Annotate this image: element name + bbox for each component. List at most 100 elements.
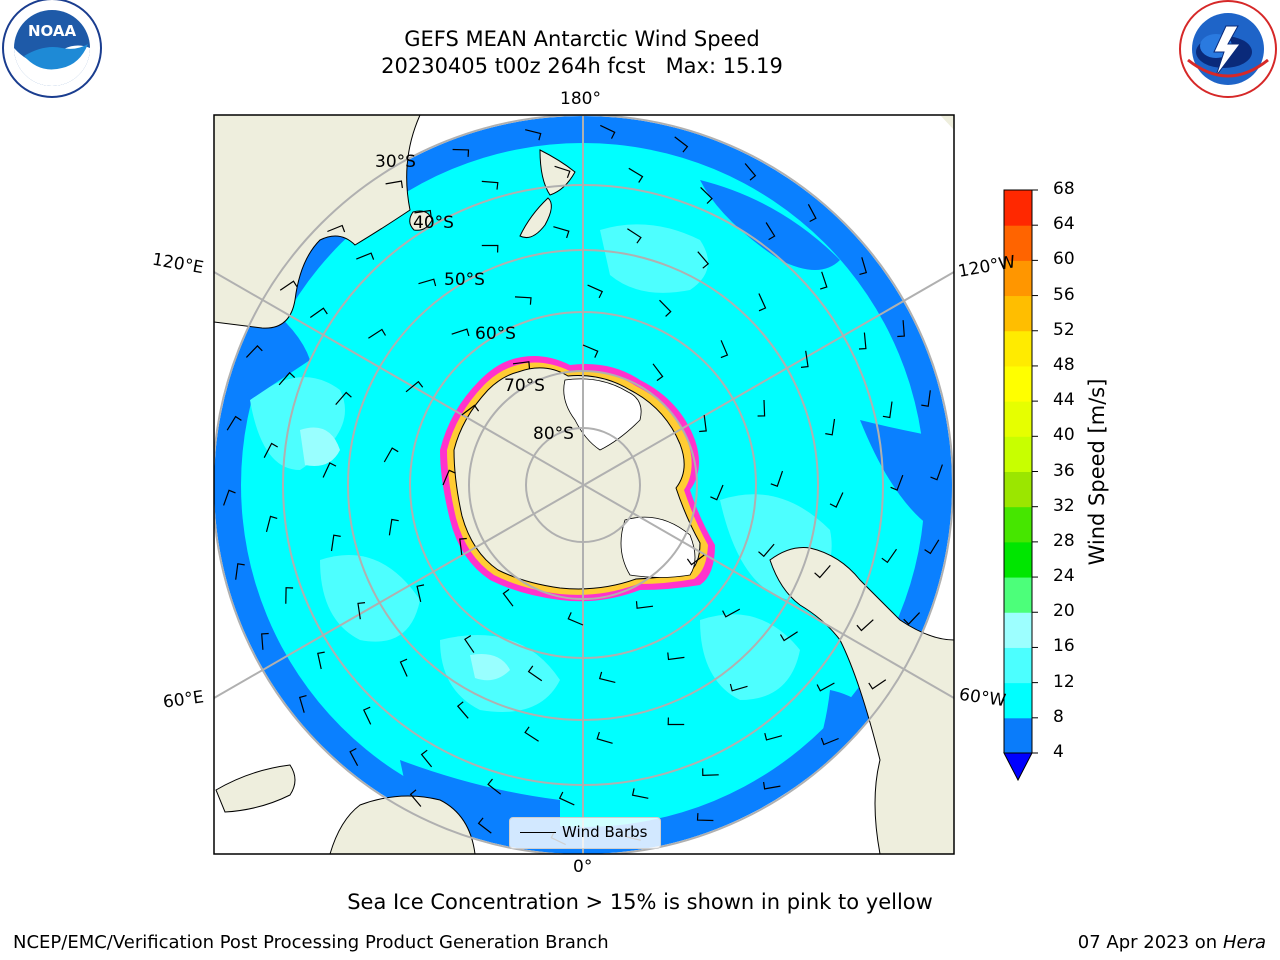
wind-barb <box>859 257 868 275</box>
wind-barb <box>459 537 467 556</box>
wind-barb <box>567 612 584 626</box>
wind-barb <box>461 404 480 416</box>
wind-barb <box>399 658 408 677</box>
wind-barb <box>383 447 399 463</box>
wind-barb <box>388 518 399 536</box>
wind-barb <box>807 204 817 223</box>
lon-label-180: 180° <box>560 89 601 109</box>
wind-barb <box>674 136 689 153</box>
wind-class-16-20 <box>470 654 510 681</box>
wind-barb <box>414 209 432 218</box>
wind-class-12-16 <box>600 224 708 293</box>
wind-barb <box>652 363 664 382</box>
wind-barb <box>882 401 893 419</box>
colorbar-segment <box>1004 365 1032 402</box>
colorbar <box>1003 189 1038 782</box>
wind-barb <box>553 226 570 239</box>
colorbar-tick-label: 60 <box>1053 249 1075 270</box>
wind-barb <box>525 129 542 141</box>
map-frame <box>213 114 955 855</box>
nws-logo <box>1179 0 1277 98</box>
wind-barb <box>829 492 844 508</box>
wind-barb <box>487 778 502 795</box>
wind-barb <box>744 163 757 181</box>
wind-barb <box>298 695 307 713</box>
wind-barb <box>481 244 499 253</box>
wind-barb <box>659 299 672 317</box>
colorbar-tick-label: 44 <box>1053 390 1075 411</box>
colorbar-segment <box>1004 717 1032 754</box>
wind-barb <box>757 399 766 417</box>
wind-barb <box>278 371 296 386</box>
noaa-logo: NOAA <box>2 0 102 98</box>
wind-barb <box>512 361 531 369</box>
wind-barb <box>924 539 940 555</box>
wind-class-16-20 <box>300 427 340 466</box>
wind-class-4-8 <box>860 420 952 540</box>
lat-label-30s: 30°S <box>375 152 416 172</box>
colorbar-segment <box>1004 577 1032 613</box>
colorbar-tick-label: 56 <box>1053 284 1075 305</box>
wind-barb <box>261 632 269 650</box>
colorbar-segment <box>1004 330 1032 367</box>
colorbar-tick-label: 52 <box>1053 319 1075 340</box>
colorbar-tick-label: 24 <box>1053 566 1075 587</box>
wind-barb <box>451 328 470 337</box>
land-africa <box>329 795 476 854</box>
wind-class-4-8 <box>700 180 840 270</box>
wind-barb <box>554 165 571 179</box>
colorbar-tick-label: 32 <box>1053 495 1075 516</box>
wind-barb <box>481 180 499 190</box>
wind-barb <box>699 414 707 433</box>
wind-barb <box>596 731 613 744</box>
land-new-zealand <box>539 149 576 196</box>
wind-barb <box>279 280 298 291</box>
wind-barb <box>700 186 713 204</box>
wind-barb <box>758 543 775 558</box>
wind-barb <box>868 679 887 690</box>
wind-barb <box>582 344 599 358</box>
wind-barb <box>456 701 469 719</box>
wind-barb <box>667 717 685 726</box>
wind-barb <box>385 180 403 189</box>
wind-barb <box>317 651 325 670</box>
land-new-zealand-south <box>519 197 552 239</box>
wind-barb <box>816 682 835 692</box>
wind-barb <box>527 665 543 682</box>
colorbar-segment <box>1004 260 1032 297</box>
wind-barb <box>770 470 784 487</box>
wind-barb <box>858 332 867 350</box>
wind-barb <box>330 534 341 552</box>
colorbar-segment <box>1004 471 1032 508</box>
wind-barb <box>903 612 921 625</box>
colorbar-segment <box>1004 295 1032 332</box>
wind-barb <box>587 284 604 299</box>
wind-barb <box>349 747 359 766</box>
wind-barb <box>362 706 372 725</box>
wind-barb <box>322 462 337 478</box>
wind-barb <box>223 489 236 506</box>
lat-label-40s: 40°S <box>413 213 454 233</box>
wind-barb <box>598 671 616 683</box>
legend-wind-barb-symbol <box>520 832 556 833</box>
lat-label-80s: 80°S <box>533 424 574 444</box>
wind-barb <box>627 228 642 244</box>
colorbar-tick-label: 28 <box>1053 530 1075 551</box>
wind-barb <box>327 224 346 233</box>
wind-barb <box>764 732 783 741</box>
wind-barb <box>442 469 456 486</box>
colorbar-tick-label: 48 <box>1053 354 1075 375</box>
lat-label-50s: 50°S <box>444 270 485 290</box>
colorbar-tick-label: 40 <box>1053 425 1075 446</box>
caption: Sea Ice Concentration > 15% is shown in … <box>347 890 933 914</box>
wind-barb <box>667 652 685 661</box>
wind-barb <box>263 442 278 458</box>
wind-barb <box>631 788 649 799</box>
legend-label: Wind Barbs <box>562 823 648 841</box>
colorbar-segment <box>1004 436 1032 472</box>
wind-barb <box>635 601 654 609</box>
wind-barb <box>729 683 748 692</box>
land-australia <box>214 115 421 329</box>
colorbar-tick-label: 16 <box>1053 636 1075 657</box>
wind-barb <box>856 619 874 632</box>
